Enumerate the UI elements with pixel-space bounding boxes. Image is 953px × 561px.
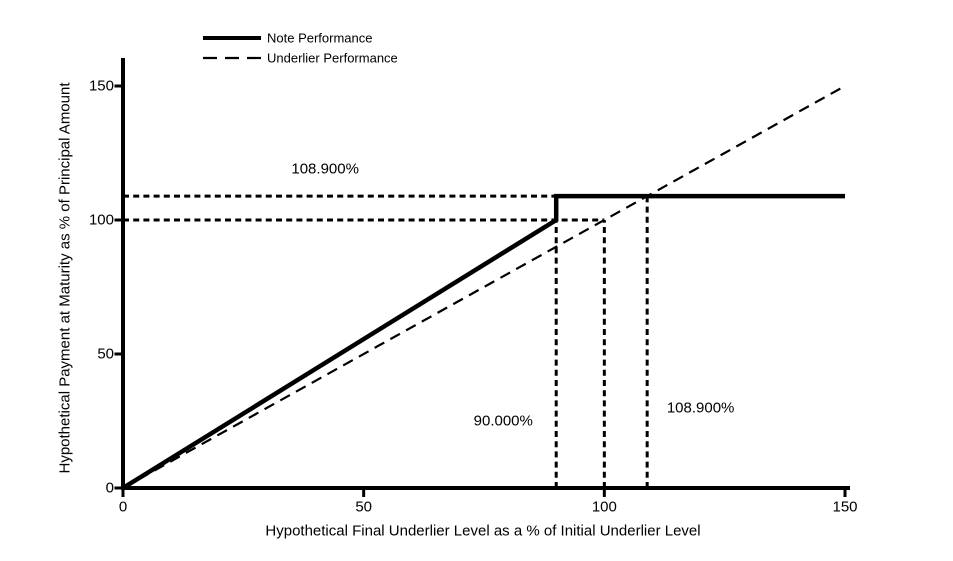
y-tick-label-100: 100 xyxy=(88,211,114,229)
x-tick-label-100: 100 xyxy=(591,498,617,516)
y-tick-label-0: 0 xyxy=(105,479,114,497)
legend-label-underlier-performance: Underlier Performance xyxy=(267,50,398,66)
x-axis-title: Hypothetical Final Underlier Level as a … xyxy=(265,522,701,540)
x-tick-label-0: 0 xyxy=(118,498,128,516)
x-tick-label-150: 150 xyxy=(832,498,858,516)
y-axis-title: Hypothetical Payment at Maturity as % of… xyxy=(56,82,74,474)
legend-label-note-performance: Note Performance xyxy=(267,30,373,46)
annotation-label-1: 90.000% xyxy=(473,412,533,430)
annotation-label-2: 108.900% xyxy=(666,399,735,417)
series-line-underlier-performance xyxy=(122,85,846,489)
x-tick-label-50: 50 xyxy=(355,498,372,516)
y-tick-label-150: 150 xyxy=(88,77,114,95)
y-tick-label-50: 50 xyxy=(97,345,114,363)
annotation-label-0: 108.900% xyxy=(291,160,359,178)
series-line-note-performance xyxy=(121,193,845,490)
